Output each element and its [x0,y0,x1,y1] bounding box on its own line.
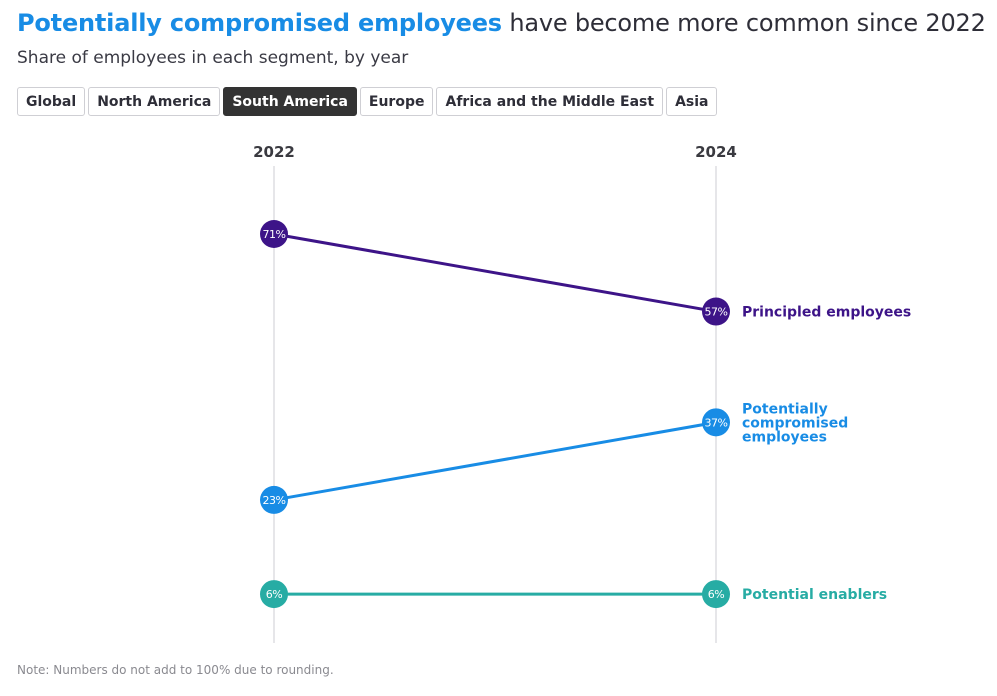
series-line-principled-employees [273,232,717,314]
series-label-potentially-compromised-employees: Potentially compromised employees [742,401,848,445]
series-label-potential-enablers: Potential enablers [742,587,887,603]
year-label-2022: 2022 [253,143,295,161]
tab-asia[interactable]: Asia [666,87,718,116]
data-point-principled-employees-2024 [702,297,730,326]
data-label-potentially-compromised-employees-2024: 37% [705,416,728,429]
tab-south-america[interactable]: South America [223,87,357,116]
data-label-principled-employees-2024: 57% [705,306,728,319]
year-label-2024: 2024 [695,143,737,161]
footnote: Note: Numbers do not add to 100% due to … [17,663,334,677]
title-rest: have become more common since 2022 [501,9,986,37]
data-point-potentially-compromised-employees-2024 [702,408,730,437]
data-label-potential-enablers-2022: 6% [266,588,282,601]
tab-north-america[interactable]: North America [88,87,221,116]
tab-europe[interactable]: Europe [359,87,434,116]
chart-title: Potentially compromised employees have b… [17,9,986,37]
series-label-principled-employees: Principled employees [742,305,911,321]
title-highlight: Potentially compromised employees [17,9,502,37]
chart-subtitle: Share of employees in each segment, by y… [17,48,409,68]
tab-africa-middle-east[interactable]: Africa and the Middle East [436,87,664,116]
region-tabs: Global North America South America Europ… [17,87,718,116]
tab-global[interactable]: Global [17,87,86,116]
data-label-potentially-compromised-employees-2022: 23% [263,494,286,507]
data-point-principled-employees-2022 [260,220,288,248]
data-point-potentially-compromised-employees-2022 [260,485,288,514]
series-line-potentially-compromised-employees [273,420,717,502]
data-label-principled-employees-2022: 71% [263,228,286,241]
data-point-potential-enablers-2022 [260,580,288,609]
data-label-potential-enablers-2024: 6% [708,588,724,601]
data-point-potential-enablers-2024 [702,580,730,609]
